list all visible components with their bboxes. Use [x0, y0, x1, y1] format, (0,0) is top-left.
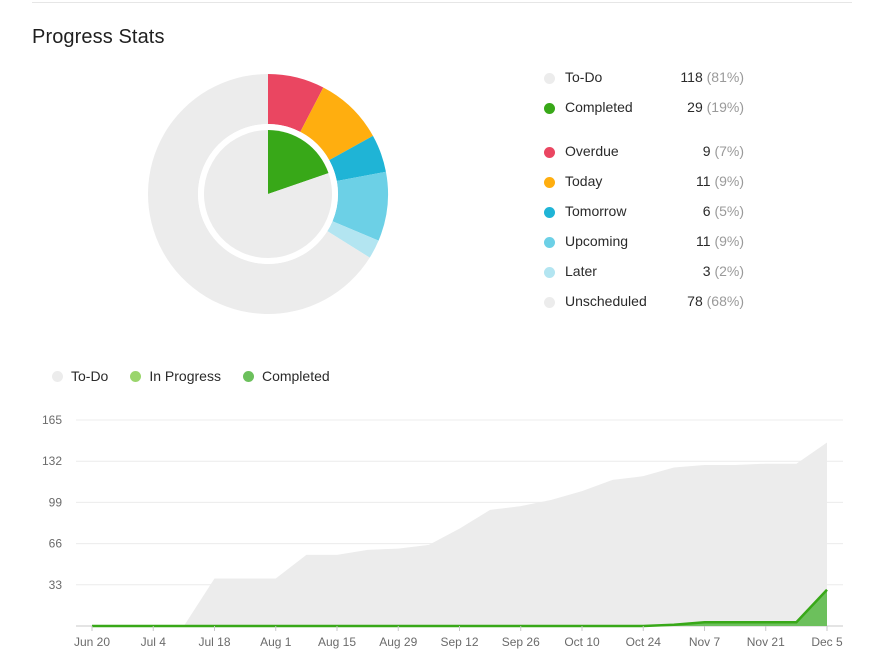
legend-item-todo[interactable]: To-Do: [52, 368, 108, 384]
legend-label: Later: [565, 263, 597, 279]
y-tick-label: 132: [42, 454, 62, 468]
x-tick-label: Oct 24: [626, 635, 662, 649]
donut-slice-overdue[interactable]: [268, 74, 324, 132]
donut-slice-tomorrow[interactable]: [329, 135, 386, 182]
legend-label: Completed: [565, 99, 633, 115]
x-tick-label: Aug 15: [318, 635, 356, 649]
y-tick-label: 99: [49, 495, 63, 509]
legend-row-upcoming[interactable]: Upcoming 11 (9%): [544, 228, 764, 258]
legend-label: Overdue: [565, 143, 619, 159]
x-tick-label: Nov 21: [747, 635, 785, 649]
x-tick-label: Nov 7: [689, 635, 721, 649]
legend-item-completed[interactable]: Completed: [242, 368, 330, 384]
y-tick-label: 165: [42, 413, 62, 427]
x-tick-label: Aug 29: [379, 635, 417, 649]
page-title: Progress Stats: [32, 26, 165, 48]
x-tick-label: Jul 18: [198, 635, 230, 649]
legend-label: Today: [565, 173, 603, 189]
legend-item-label: In Progress: [149, 368, 221, 384]
y-tick-label: 33: [49, 578, 63, 592]
legend-row-later[interactable]: Later 3 (2%): [544, 258, 764, 288]
x-tick-label: Jun 20: [74, 635, 110, 649]
legend-row-overdue[interactable]: Overdue 9 (7%): [544, 138, 764, 168]
today-dot-icon: [544, 177, 555, 188]
series-area-todo[interactable]: [92, 442, 827, 626]
completed-dot-icon: [544, 103, 555, 114]
x-tick-label: Jul 4: [141, 635, 167, 649]
legend-row-tomorrow[interactable]: Tomorrow 6 (5%): [544, 198, 764, 228]
unscheduled-dot-icon: [544, 297, 555, 308]
x-tick-label: Sep 12: [440, 635, 478, 649]
later-dot-icon: [544, 267, 555, 278]
legend-label: Upcoming: [565, 233, 629, 249]
top-divider: [32, 2, 852, 3]
todo-dot-icon: [544, 73, 555, 84]
legend-value: 11 (9%): [696, 233, 744, 249]
legend-value: 29 (19%): [687, 99, 744, 115]
x-tick-label: Oct 10: [564, 635, 600, 649]
legend-value: 9 (7%): [702, 143, 744, 159]
x-tick-label: Aug 1: [260, 635, 292, 649]
progress-donut-chart: [148, 74, 388, 314]
legend-value: 11 (9%): [696, 173, 744, 189]
legend-spacer: [544, 124, 764, 138]
legend-value: 78 (68%): [687, 293, 744, 309]
donut-slice-completed[interactable]: [268, 130, 329, 194]
stats-legend: To-Do 118 (81%) Completed 29 (19%) Overd…: [544, 64, 764, 318]
in-progress-dot-icon: [130, 370, 142, 382]
legend-item-in-progress[interactable]: In Progress: [130, 368, 221, 384]
donut-slice-unscheduled[interactable]: [148, 74, 370, 314]
completed-dot-icon: [242, 370, 254, 382]
donut-slice-todo[interactable]: [204, 130, 332, 258]
y-tick-label: 66: [49, 537, 63, 551]
legend-item-label: Completed: [261, 368, 330, 384]
legend-value: 3 (2%): [702, 263, 744, 279]
area-chart-legend: To-Do In Progress Completed: [52, 368, 330, 384]
donut-slice-later[interactable]: [327, 221, 379, 258]
todo-dot-icon: [52, 370, 63, 382]
legend-label: Unscheduled: [565, 293, 647, 309]
legend-row-today[interactable]: Today 11 (9%): [544, 168, 764, 198]
donut-slice-today[interactable]: [300, 87, 373, 161]
legend-row-completed[interactable]: Completed 29 (19%): [544, 94, 764, 124]
legend-value: 118 (81%): [680, 69, 744, 85]
legend-label: Tomorrow: [565, 203, 627, 219]
upcoming-dot-icon: [544, 237, 555, 248]
progress-area-chart: Jun 20 Jul 4 Jul 18 Aug 1 Aug 15 Aug 29 Sep 12…: [42, 413, 843, 649]
legend-item-label: To-Do: [71, 368, 109, 384]
x-tick-label: Dec 5: [811, 635, 843, 649]
legend-label: To-Do: [565, 69, 603, 85]
legend-row-todo[interactable]: To-Do 118 (81%): [544, 64, 764, 94]
donut-slice-upcoming[interactable]: [332, 171, 388, 241]
x-tick-label: Sep 26: [502, 635, 540, 649]
overdue-dot-icon: [544, 147, 555, 158]
legend-value: 6 (5%): [702, 203, 744, 219]
series-line-completed: [92, 588, 828, 628]
legend-row-unscheduled[interactable]: Unscheduled 78 (68%): [544, 288, 764, 318]
tomorrow-dot-icon: [544, 207, 555, 218]
